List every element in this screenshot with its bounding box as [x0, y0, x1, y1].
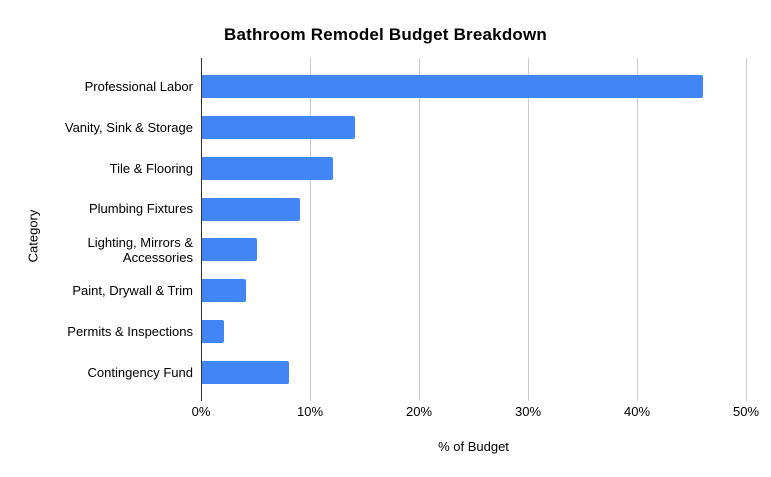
zero-axis-line: [201, 58, 202, 401]
y-axis-labels: Professional Labor Vanity, Sink & Storage…: [41, 66, 193, 393]
x-tick-label: 50%: [732, 404, 760, 419]
category-label: Contingency Fund: [87, 364, 193, 380]
bar[interactable]: [202, 238, 257, 262]
x-tick-label: 10%: [296, 404, 324, 419]
y-axis-title: Category: [25, 209, 41, 263]
bar[interactable]: [202, 156, 333, 180]
x-tick-label: 40%: [623, 404, 651, 419]
x-axis-ticks: 0% 10% 20% 30% 40% 50%: [192, 404, 759, 420]
bar[interactable]: [202, 279, 246, 303]
bars-container: [202, 66, 746, 393]
gridline: [637, 58, 638, 401]
category-label: Professional Labor: [84, 78, 193, 94]
x-tick-label: 20%: [405, 404, 433, 419]
x-axis-title: % of Budget: [438, 439, 509, 454]
bar[interactable]: [202, 115, 355, 139]
category-label: Vanity, Sink & Storage: [64, 119, 193, 135]
bar[interactable]: [202, 197, 301, 221]
category-label: Tile & Flooring: [109, 160, 193, 176]
gridline: [528, 58, 529, 401]
category-label: Paint, Drywall & Trim: [72, 283, 193, 299]
gridline: [310, 58, 311, 401]
x-tick-label: 30%: [514, 404, 542, 419]
x-tick-label: 0%: [191, 404, 211, 419]
bar[interactable]: [202, 361, 290, 385]
category-label: Lighting, Mirrors & Accessories: [87, 234, 193, 265]
gridline: [746, 58, 747, 401]
category-label: Permits & Inspections: [67, 324, 193, 340]
bar[interactable]: [202, 320, 224, 344]
gridline: [419, 58, 420, 401]
plot-area: [201, 58, 747, 401]
category-label: Plumbing Fixtures: [88, 201, 193, 217]
chart-title: Bathroom Remodel Budget Breakdown: [223, 25, 548, 44]
bar[interactable]: [202, 74, 704, 98]
